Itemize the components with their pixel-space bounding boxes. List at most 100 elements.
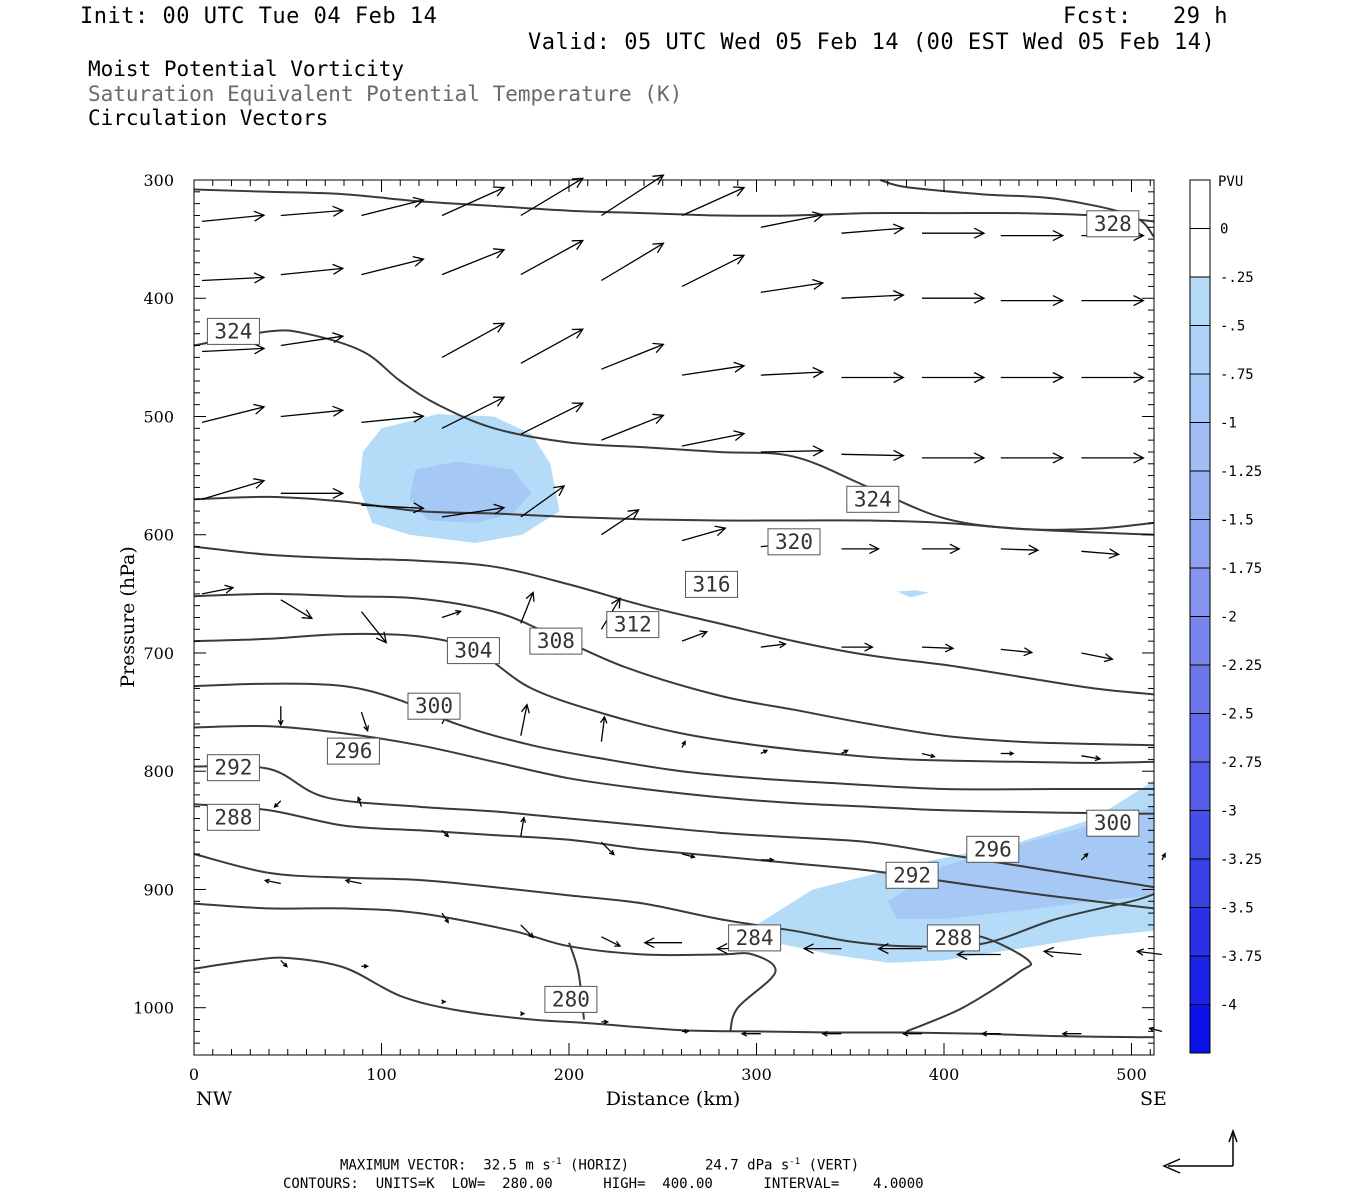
circulation-vector <box>273 800 282 809</box>
circulation-vector <box>921 752 936 759</box>
vector-head <box>520 703 530 714</box>
max-horiz-suffix: (HORIZ) <box>561 1157 629 1174</box>
circulation-vector <box>361 502 425 514</box>
vector-shaft <box>1149 1027 1163 1033</box>
vector-head <box>690 854 696 859</box>
vector-head <box>412 411 425 423</box>
colorbar-label: -2 <box>1220 610 1237 626</box>
circulation-vector <box>277 706 284 727</box>
colorbar-swatch <box>1190 228 1210 277</box>
circulation-vector <box>201 478 266 500</box>
vector-head <box>375 631 388 644</box>
contour-label-text: 324 <box>854 487 892 511</box>
circulation-vector <box>841 642 874 652</box>
contour-label-box <box>926 924 980 952</box>
circulation-vector <box>1081 755 1102 762</box>
field-title-mpv: Moist Potential Vorticity <box>88 57 405 81</box>
circulation-vector <box>280 487 345 499</box>
circulation-vector <box>361 196 425 217</box>
vector-shaft <box>520 704 528 736</box>
colorbar-label: -3.75 <box>1220 949 1262 965</box>
contour-label-text: 284 <box>736 926 774 950</box>
vector-shaft <box>760 450 823 453</box>
contour-label: 308 <box>529 627 583 655</box>
vector-shaft <box>1081 652 1113 660</box>
vector-shaft <box>441 912 449 923</box>
colorbar-label: -3 <box>1220 804 1237 820</box>
vector-head <box>681 740 686 746</box>
vector-head <box>528 932 535 939</box>
circulation-vector <box>1000 544 1040 556</box>
vector-shaft <box>441 322 505 358</box>
circulation-vector <box>357 796 363 807</box>
vector-head <box>1148 1026 1154 1032</box>
contour-label-text: 296 <box>974 837 1012 861</box>
x-end-label-right: SE <box>1140 1088 1167 1110</box>
vector-head <box>802 943 814 954</box>
colorbar-swatch <box>1190 277 1210 326</box>
vector-shaft <box>1000 648 1032 654</box>
vector-head <box>1052 230 1065 242</box>
theta-contour-8 <box>193 853 1155 948</box>
circulation-vector <box>841 543 881 555</box>
contour-label: 328 <box>1086 210 1140 238</box>
theta-contour-1 <box>193 545 1155 696</box>
vector-shaft <box>520 924 534 938</box>
vector-head <box>363 725 370 733</box>
vector-head <box>762 749 769 754</box>
y-tick-label: 900 <box>143 880 174 899</box>
contour-label: 324 <box>206 317 260 345</box>
vector-shaft <box>681 527 726 542</box>
vector-head <box>812 211 825 223</box>
circulation-vector <box>980 1030 1001 1037</box>
vector-shaft <box>201 276 265 282</box>
vector-head <box>893 371 905 384</box>
vector-shaft <box>681 631 708 642</box>
vector-shaft <box>520 177 584 217</box>
circulation-vector <box>681 186 746 217</box>
circulation-vector <box>201 210 266 223</box>
circulation-vector <box>520 816 527 837</box>
circulation-vector <box>520 402 585 435</box>
x-tick-label: 300 <box>741 1065 772 1084</box>
circulation-vector <box>441 248 506 276</box>
vector-head <box>253 272 266 284</box>
vector-head <box>525 591 535 602</box>
contour-label-box <box>728 924 782 952</box>
vector-head <box>444 918 450 924</box>
colorbar-label: -3.5 <box>1220 901 1254 917</box>
vector-head <box>614 941 622 947</box>
contour-label: 284 <box>728 924 782 952</box>
colorbar-label: -4 <box>1220 998 1237 1014</box>
circulation-vector <box>922 227 986 239</box>
circulation-vector <box>841 749 849 755</box>
circulation-vector <box>601 1019 610 1025</box>
vector-head <box>492 322 506 333</box>
vector-head <box>643 937 655 948</box>
contour-labels: 328 324 324 320 316 312 308 304 300 296 292 288 280 2… <box>206 210 1140 1013</box>
colorbar-swatch <box>1190 713 1210 762</box>
vector-head <box>973 227 986 239</box>
vector-head <box>877 943 889 955</box>
vector-head <box>492 186 506 197</box>
circulation-vector <box>922 452 986 464</box>
vector-head <box>332 205 345 217</box>
vector-head <box>412 196 425 208</box>
contour-label-text: 292 <box>893 863 931 887</box>
circulation-vector <box>682 1028 690 1034</box>
vector-shaft <box>841 294 904 299</box>
vector-head <box>253 478 266 489</box>
colorbar-label: -1.75 <box>1220 561 1262 577</box>
vector-head <box>901 1030 909 1037</box>
colorbar-label: -.5 <box>1220 319 1245 335</box>
vector-shaft <box>360 611 387 644</box>
colorbar-swatch <box>1190 1004 1210 1053</box>
circulation-vector <box>1000 751 1015 756</box>
theta-contour-13 <box>193 188 1155 223</box>
contour-label-text: 304 <box>454 639 492 663</box>
vector-head <box>778 640 787 649</box>
circulation-vector <box>1080 852 1089 861</box>
circulation-vector <box>1042 946 1082 958</box>
colorbar-swatch <box>1190 422 1210 471</box>
circulation-vector <box>441 829 450 838</box>
